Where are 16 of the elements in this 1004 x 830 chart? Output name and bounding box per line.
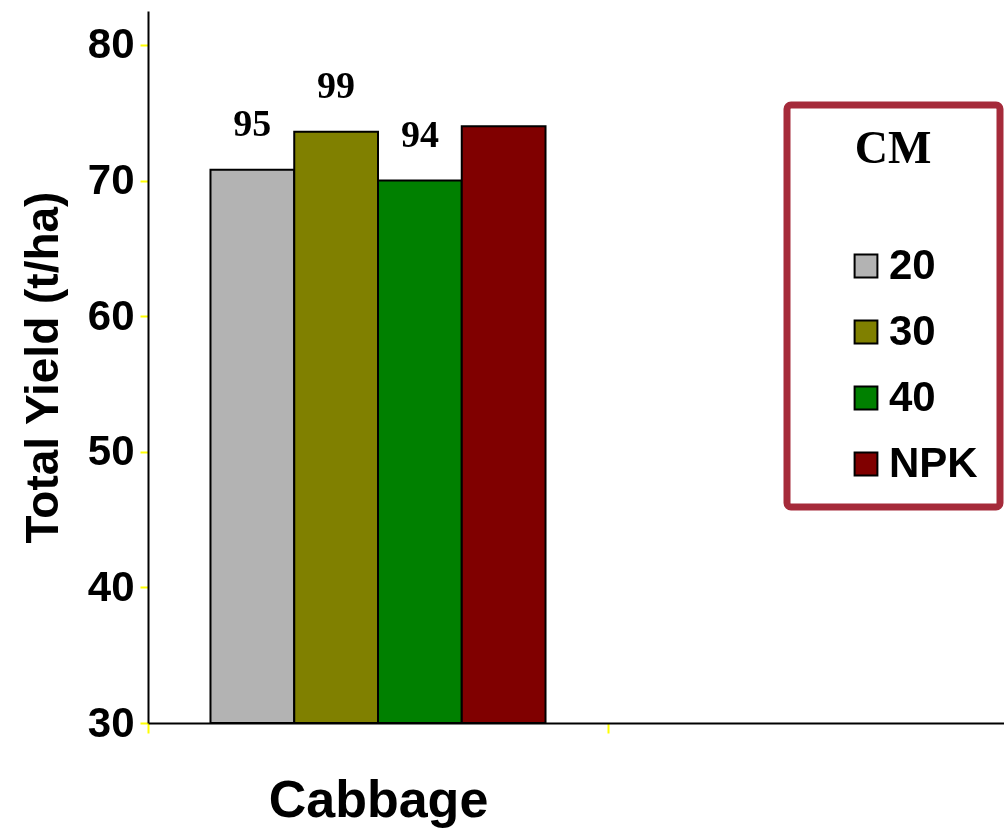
annotation: 95 xyxy=(233,101,272,144)
legend-label: 40 xyxy=(889,373,936,420)
legend-label: NPK xyxy=(889,439,978,486)
y-tick-label: 50 xyxy=(87,427,135,475)
y-tick-label: 80 xyxy=(87,20,135,68)
y-tick-label: 60 xyxy=(87,291,135,339)
y-tick-label: 40 xyxy=(87,562,135,610)
x-tick-label: Cabbage xyxy=(268,769,489,828)
legend-label: 30 xyxy=(889,307,936,354)
y-tick-label: 30 xyxy=(87,698,135,746)
annotation: 99 xyxy=(317,63,356,106)
legend-title: CM xyxy=(854,122,932,173)
legend-label: 20 xyxy=(889,241,936,288)
y-axis-title: Total Yield (t/ha) xyxy=(15,191,68,544)
annotation: 94 xyxy=(400,112,439,155)
y-tick-label: 70 xyxy=(87,156,135,204)
